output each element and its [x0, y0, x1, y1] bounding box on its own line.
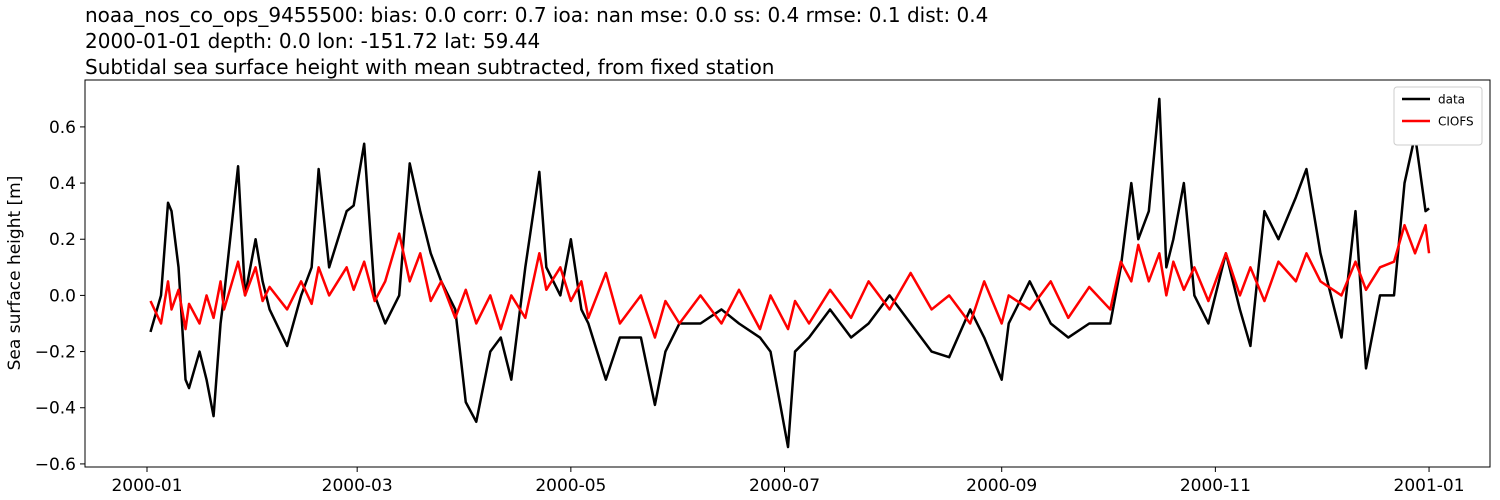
chart-description: Subtidal sea surface height with mean su… [85, 55, 774, 79]
y-tick-label: 0.4 [49, 174, 76, 194]
y-tick-label: −0.4 [35, 399, 76, 419]
x-tick-label: 2000-09 [966, 476, 1037, 496]
y-tick-label: 0.2 [49, 230, 76, 250]
data-line [149, 223, 1431, 339]
x-tick-label: 2000-05 [535, 476, 606, 496]
chart-subtitle: 2000-01-01 depth: 0.0 lon: -151.72 lat: … [85, 29, 540, 53]
y-axis-label: Sea surface height [m] [5, 176, 25, 371]
x-tick-label: 2000-07 [749, 476, 820, 496]
y-tick-label: 0.6 [49, 118, 76, 138]
legend-box [1393, 86, 1483, 146]
chart-title: noaa_nos_co_ops_9455500: bias: 0.0 corr:… [85, 3, 988, 27]
legend-label: data [1438, 93, 1465, 107]
y-tick-label: −0.2 [35, 343, 76, 363]
x-tick-label: 2000-11 [1180, 476, 1251, 496]
x-tick-label: 2000-01 [111, 476, 182, 496]
y-tick-label: 0.0 [49, 286, 76, 306]
x-tick-label: 2001-01 [1394, 476, 1465, 496]
legend-label: CIOFS [1438, 115, 1474, 129]
data-line [149, 97, 1430, 449]
x-tick-label: 2000-03 [322, 476, 393, 496]
plot-frame [84, 79, 1491, 468]
y-tick-label: −0.6 [35, 455, 76, 475]
